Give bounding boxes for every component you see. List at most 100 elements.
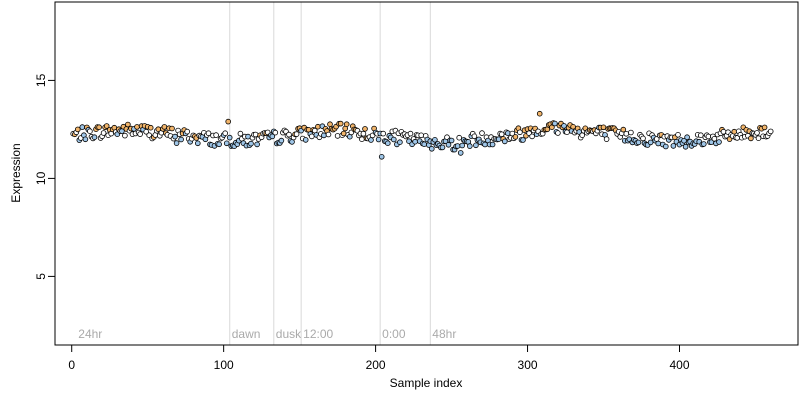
plot-frame xyxy=(54,1,799,346)
data-point xyxy=(552,120,558,127)
data-point xyxy=(147,124,154,131)
y-tick-label: 10 xyxy=(34,171,48,185)
data-point xyxy=(432,137,438,143)
data-point xyxy=(184,128,191,135)
x-tick-label: 300 xyxy=(518,358,538,372)
data-point xyxy=(360,131,367,137)
annotation-label: 12:00 xyxy=(303,327,333,341)
data-point xyxy=(237,130,244,137)
data-point xyxy=(91,134,98,141)
data-point xyxy=(378,154,385,160)
data-point xyxy=(748,135,754,142)
data-point xyxy=(248,140,254,147)
annotation-labels: 24hr dawn dusk 12:00 0:00 48hr xyxy=(78,327,456,341)
data-point xyxy=(368,137,374,143)
data-point xyxy=(125,121,131,128)
data-point xyxy=(579,132,585,139)
data-point xyxy=(454,143,461,149)
data-point xyxy=(375,136,382,143)
data-point xyxy=(675,132,681,138)
data-point xyxy=(466,143,473,149)
data-point xyxy=(75,126,81,133)
data-point xyxy=(448,137,455,144)
data-point xyxy=(122,132,128,139)
data-point xyxy=(509,130,516,137)
data-point xyxy=(479,130,485,136)
data-point xyxy=(600,124,607,131)
x-tick-label: 100 xyxy=(214,358,234,372)
data-point xyxy=(213,132,219,138)
data-point xyxy=(343,121,350,127)
data-point xyxy=(269,133,276,140)
data-point xyxy=(195,140,201,147)
data-point xyxy=(397,139,403,146)
data-point xyxy=(103,123,110,129)
x-tick-label: 400 xyxy=(669,358,689,372)
data-point xyxy=(623,131,630,137)
data-point xyxy=(172,133,178,140)
data-point xyxy=(471,133,478,140)
data-point xyxy=(226,134,233,141)
data-point xyxy=(520,137,526,143)
data-point xyxy=(498,131,505,138)
data-point xyxy=(620,126,627,133)
data-point xyxy=(315,123,321,130)
data-point xyxy=(334,133,341,139)
data-point xyxy=(428,146,435,152)
data-point xyxy=(308,133,315,140)
data-point xyxy=(82,136,89,143)
data-point xyxy=(504,130,511,136)
data-point xyxy=(100,130,107,136)
data-point xyxy=(682,144,689,150)
data-point xyxy=(205,130,212,137)
data-point xyxy=(564,129,570,136)
data-point xyxy=(178,136,184,143)
data-point xyxy=(340,130,347,137)
data-point xyxy=(293,131,300,137)
data-point xyxy=(245,133,251,140)
data-point xyxy=(407,130,414,137)
x-axis: 0 100 200 300 400 xyxy=(68,344,690,372)
data-point xyxy=(761,124,768,131)
data-point xyxy=(767,128,774,135)
data-point xyxy=(302,137,309,143)
y-tick-label: 15 xyxy=(34,73,48,87)
data-point xyxy=(501,138,508,145)
data-point xyxy=(459,142,466,149)
data-point xyxy=(684,134,690,141)
data-point xyxy=(489,141,496,148)
annotation-label: 48hr xyxy=(432,327,456,341)
annotation-label: 0:00 xyxy=(382,327,406,341)
data-point xyxy=(457,150,464,156)
data-point xyxy=(755,135,762,142)
data-point xyxy=(418,132,425,139)
data-point xyxy=(223,140,230,147)
data-point xyxy=(321,132,327,139)
data-point xyxy=(555,130,561,136)
data-point xyxy=(640,135,646,142)
data-point xyxy=(561,123,567,129)
data-point xyxy=(603,136,610,142)
data-point xyxy=(225,118,232,125)
data-point xyxy=(662,143,669,150)
data-point xyxy=(670,143,677,149)
x-tick-label: 0 xyxy=(68,358,75,372)
data-point xyxy=(731,128,737,135)
data-point xyxy=(390,136,397,143)
data-point xyxy=(327,121,333,127)
y-axis: 5 10 15 xyxy=(34,73,56,280)
data-point xyxy=(254,141,260,148)
data-point xyxy=(529,133,535,140)
y-axis-title: Expression xyxy=(9,143,23,202)
annotation-label: dusk xyxy=(276,327,302,341)
data-point xyxy=(278,137,285,144)
y-tick-label: 5 xyxy=(34,273,48,280)
data-point xyxy=(716,139,722,145)
annotation-lines xyxy=(229,2,431,345)
data-point xyxy=(384,140,391,147)
data-point xyxy=(412,138,418,145)
data-point xyxy=(647,139,654,146)
data-point xyxy=(252,131,259,138)
data-point xyxy=(161,124,168,130)
